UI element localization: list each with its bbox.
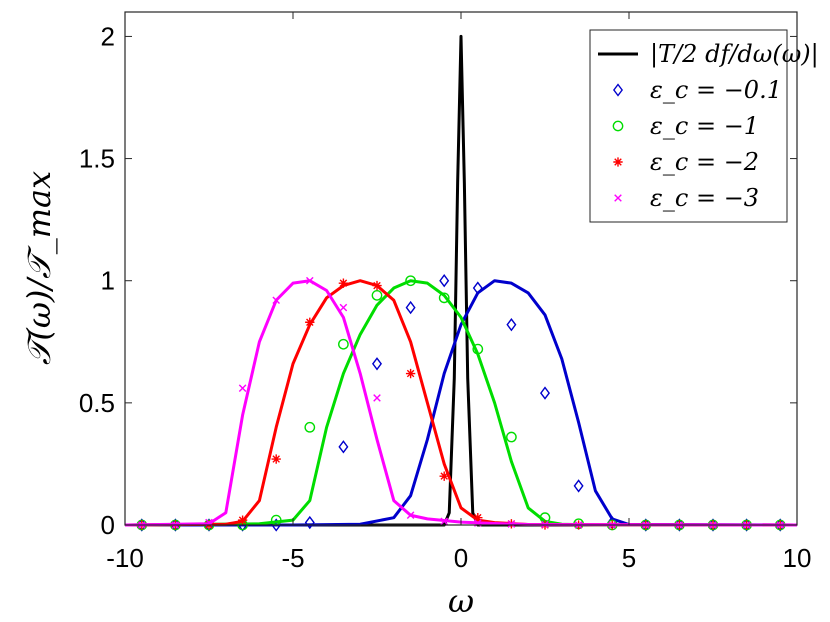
series-3-marker bbox=[237, 515, 248, 525]
series-1-marker bbox=[472, 281, 483, 295]
series-4-marker bbox=[507, 520, 516, 528]
series-2-marker bbox=[405, 275, 416, 287]
series-1-marker bbox=[304, 515, 315, 530]
x-tick-label: 0 bbox=[454, 543, 468, 573]
y-tick-label: 1 bbox=[101, 266, 115, 296]
series-3-marker bbox=[271, 454, 281, 464]
x-tick-label: -5 bbox=[281, 543, 304, 573]
series-2-marker bbox=[371, 289, 383, 301]
series-4-marker bbox=[339, 303, 348, 312]
x-tick-label: -10 bbox=[106, 543, 144, 573]
y-tick-label: 2 bbox=[101, 21, 115, 51]
legend-label-4: ε_c = −3 bbox=[650, 184, 759, 212]
legend-label-2: ε_c = −1 bbox=[650, 112, 759, 140]
series-1-marker bbox=[439, 274, 450, 288]
series-1-marker bbox=[372, 357, 382, 371]
series-line-1 bbox=[125, 279, 798, 527]
series-1-marker bbox=[573, 479, 584, 493]
series-4-marker bbox=[440, 517, 448, 526]
series-4-marker bbox=[373, 394, 381, 402]
legend: |T/2 df/dω(ω)| ε_c = −0.1 ε_c = −1 ε_c = −2… bbox=[589, 29, 819, 223]
x-tick-label: 5 bbox=[622, 543, 636, 573]
legend-label-1: ε_c = −0.1 bbox=[650, 76, 782, 104]
series-2-marker bbox=[338, 338, 349, 350]
series-2-marker bbox=[472, 343, 484, 355]
series-2-marker bbox=[506, 431, 517, 443]
series-line-2 bbox=[124, 279, 797, 527]
x-tick-label: 10 bbox=[783, 543, 812, 573]
series-4-marker bbox=[272, 296, 280, 305]
series-1-marker bbox=[540, 386, 550, 400]
legend-swatch-1 bbox=[613, 83, 623, 97]
legend-swatch-2 bbox=[612, 120, 624, 132]
x-axis-label: ω bbox=[448, 582, 474, 620]
series-3-marker bbox=[372, 280, 382, 291]
series-4-marker bbox=[406, 511, 415, 520]
legend-label-3: ε_c = −2 bbox=[650, 148, 759, 176]
series-1-marker bbox=[506, 318, 517, 332]
legend-swatch-3 bbox=[613, 157, 623, 167]
series-3-marker bbox=[405, 368, 416, 379]
legend-label-0: |T/2 df/dω(ω)| bbox=[650, 40, 819, 69]
series-1-marker bbox=[338, 440, 349, 454]
series-2-marker bbox=[438, 292, 450, 304]
series-3-marker bbox=[473, 512, 483, 523]
series-4-marker bbox=[306, 276, 314, 285]
series-1-marker bbox=[405, 300, 416, 315]
legend-swatch-4 bbox=[614, 194, 622, 202]
x-axis-ticks: -10 -5 0 5 10 bbox=[106, 12, 811, 573]
y-tick-label: 1.5 bbox=[79, 144, 115, 174]
y-axis-ticks: 0 0.5 1 1.5 2 bbox=[79, 21, 797, 540]
series-3-marker bbox=[439, 471, 449, 481]
series-2-marker bbox=[304, 421, 316, 433]
y-tick-label: 0.5 bbox=[79, 388, 115, 418]
y-tick-label: 0 bbox=[101, 510, 115, 540]
series-3-marker bbox=[305, 317, 315, 327]
y-axis-label: 𝒯(ω)/𝒯_max bbox=[20, 171, 58, 365]
series-4-marker bbox=[238, 384, 247, 392]
series-3-marker bbox=[338, 278, 349, 288]
